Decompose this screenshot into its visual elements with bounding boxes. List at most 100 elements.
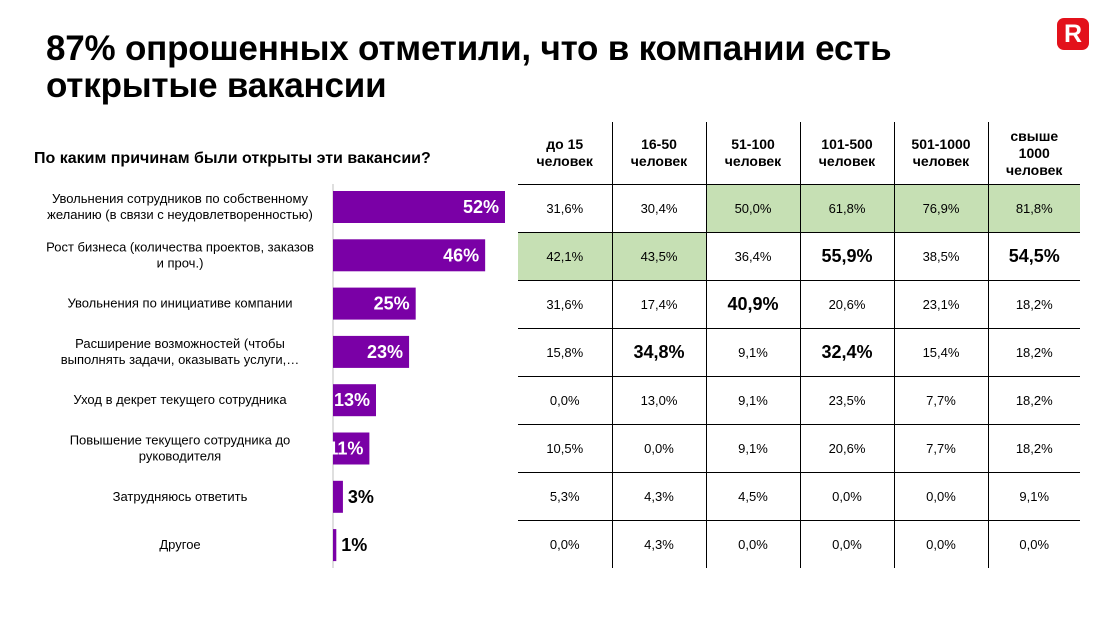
category-label-3: Расширение возможностей (чтобы выполнять … <box>61 336 300 367</box>
table-header-row: до 15 человек 16-50 человек 51-100 человек 101… <box>518 122 1080 185</box>
column-header-line: 101-500 <box>821 136 873 152</box>
category-label-6: Затрудняюсь ответить <box>113 489 248 504</box>
table-cell: 15,8% <box>518 328 613 377</box>
table-row: 42,1% 43,5% 36,4% 55,9% 38,5% 54,5% <box>518 232 1080 281</box>
bar-value-label-2: 25% <box>374 294 410 314</box>
brand-logo: R <box>1057 18 1089 50</box>
table-row: 5,3% 4,3% 4,5% 0,0% 0,0% 9,1% <box>518 472 1080 521</box>
category-label-line: Повышение текущего сотрудника до <box>70 433 291 448</box>
bar-2 <box>333 287 416 320</box>
column-header-line: 16-50 <box>641 136 677 152</box>
bar-value-label-7: 1% <box>341 535 367 555</box>
table-cell: 0,0% <box>518 520 613 568</box>
table-cell: 0,0% <box>611 424 707 473</box>
table-row: 0,0% 4,3% 0,0% 0,0% 0,0% 0,0% <box>518 520 1080 568</box>
page-title: 87% опрошенных отметили, что в компании … <box>46 29 892 105</box>
category-label-line: Расширение возможностей (чтобы <box>75 336 285 351</box>
category-label-line: Уход в декрет текущего сотрудника <box>73 392 287 407</box>
category-label-7: Другое <box>159 537 200 552</box>
table-cell: 0,0% <box>893 520 989 568</box>
table-cell: 30,4% <box>611 184 707 233</box>
table-cell: 54,5% <box>987 232 1080 281</box>
category-label-line: Рост бизнеса (количества проектов, заказ… <box>46 239 314 254</box>
table-cell: 38,5% <box>893 232 989 281</box>
category-label-line: Другое <box>159 537 200 552</box>
category-label-line: выполнять задачи, оказывать услуги,… <box>61 352 300 367</box>
table-cell: 23,5% <box>799 376 895 425</box>
table-cell: 18,2% <box>987 328 1080 377</box>
category-label-line: руководителя <box>139 449 221 464</box>
bar-5 <box>333 432 370 465</box>
column-header-4: 501-1000 человек <box>893 122 989 185</box>
category-label-line: Затрудняюсь ответить <box>113 489 248 504</box>
column-header-5: свыше 1000 человек <box>987 122 1080 185</box>
segment-table: до 15 человек 16-50 человек 51-100 человек 101… <box>518 122 1080 568</box>
bar-value-label-0: 52% <box>463 197 499 217</box>
category-label-line: Увольнения сотрудников по собственному <box>52 191 309 206</box>
column-header-line: 51-100 <box>731 136 775 152</box>
table-cell: 23,1% <box>893 280 989 329</box>
table-cell: 10,5% <box>518 424 613 473</box>
bar-6 <box>333 480 343 513</box>
table-cell: 42,1% <box>518 232 613 281</box>
category-label-4: Уход в декрет текущего сотрудника <box>73 392 287 407</box>
table-cell: 0,0% <box>987 520 1080 568</box>
table-row: 31,6% 17,4% 40,9% 20,6% 23,1% 18,2% <box>518 280 1080 329</box>
column-header-line: человек <box>536 153 593 169</box>
column-header-1: 16-50 человек <box>611 122 707 185</box>
table-cell: 36,4% <box>705 232 801 281</box>
table-row: 0,0% 13,0% 9,1% 23,5% 7,7% 18,2% <box>518 376 1080 425</box>
column-header-line: человек <box>724 153 782 169</box>
table-cell: 40,9% <box>705 280 801 329</box>
category-label-line: Увольнения по инициативе компании <box>67 296 292 311</box>
table-cell: 9,1% <box>705 328 801 377</box>
table-cell: 18,2% <box>987 424 1080 473</box>
table-cell: 0,0% <box>893 472 989 521</box>
table-cell: 18,2% <box>987 376 1080 425</box>
category-label-line: и проч.) <box>157 255 204 270</box>
table-cell: 43,5% <box>611 232 707 281</box>
table-cell: 50,0% <box>705 184 801 233</box>
table-row: 10,5% 0,0% 9,1% 20,6% 7,7% 18,2% <box>518 424 1080 473</box>
category-label-0: Увольнения сотрудников по собственному же… <box>47 191 313 222</box>
column-header-3: 101-500 человек <box>799 122 895 185</box>
table-row: 31,6% 30,4% 50,0% 61,8% 76,9% 81,8% <box>518 184 1080 233</box>
table-cell: 13,0% <box>611 376 707 425</box>
table-cell: 7,7% <box>893 424 989 473</box>
column-header-line: 501-1000 <box>911 136 971 152</box>
bar-value-label-3: 23% <box>367 342 403 362</box>
table-cell: 34,8% <box>611 328 707 377</box>
table-cell: 5,3% <box>518 472 613 521</box>
bar-value-label-5: 11% <box>328 439 363 459</box>
table-cell: 4,5% <box>705 472 801 521</box>
table-cell: 7,7% <box>893 376 989 425</box>
table-cell: 0,0% <box>518 376 613 425</box>
table-cell: 0,0% <box>705 520 801 568</box>
table-cell: 32,4% <box>799 328 895 377</box>
table-cell: 4,3% <box>611 520 707 568</box>
bar-value-label-1: 46% <box>443 245 479 265</box>
bar-3 <box>333 335 410 368</box>
column-header-line: человек <box>630 153 688 169</box>
column-header-line: человек <box>912 153 970 169</box>
column-header-line: человек <box>818 153 876 169</box>
table-cell: 0,0% <box>799 520 895 568</box>
category-label-5: Повышение текущего сотрудника до руководи… <box>70 433 291 464</box>
bar-1 <box>333 239 486 272</box>
bar-chart: 52% Увольнения сотрудников по собственном… <box>46 184 505 568</box>
bar-value-label-4: 13% <box>334 390 370 410</box>
column-header-line: до 15 <box>546 136 584 152</box>
table-cell: 17,4% <box>611 280 707 329</box>
category-label-2: Увольнения по инициативе компании <box>67 296 292 311</box>
table-cell: 4,3% <box>611 472 707 521</box>
bar-7 <box>333 529 337 562</box>
table-cell: 76,9% <box>893 184 989 233</box>
table-cell: 81,8% <box>987 184 1080 233</box>
table-cell: 15,4% <box>893 328 989 377</box>
table-cell: 55,9% <box>799 232 895 281</box>
table-cell: 20,6% <box>799 280 895 329</box>
table-cell: 9,1% <box>705 424 801 473</box>
column-header-0: до 15 человек <box>518 122 613 185</box>
table-cell: 9,1% <box>987 472 1080 521</box>
table-cell: 31,6% <box>518 280 613 329</box>
